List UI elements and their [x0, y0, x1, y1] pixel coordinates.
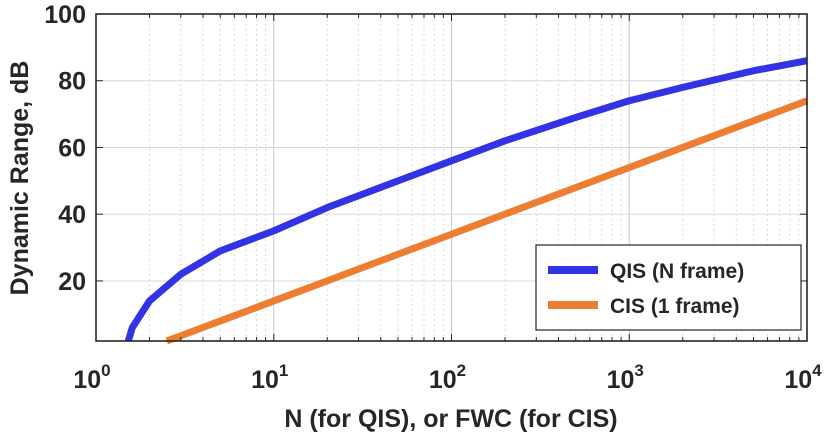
x-tick-label: 103 — [607, 361, 644, 394]
y-tick-label: 80 — [58, 68, 86, 96]
series-line-qis — [124, 57, 808, 342]
legend: QIS (N frame) CIS (1 frame) — [535, 244, 802, 331]
y-tick-label: 40 — [58, 201, 86, 229]
x-tick-exponent: 2 — [457, 361, 466, 380]
x-tick-exponent: 3 — [634, 361, 643, 380]
legend-label-cis: CIS (1 frame) — [610, 295, 740, 318]
series-lines — [124, 57, 809, 345]
series-line-cis — [165, 97, 809, 345]
legend-box — [535, 244, 802, 331]
x-tick-label: 101 — [251, 361, 288, 394]
y-tick-label: 60 — [58, 134, 86, 162]
x-axis-label: N (for QIS), or FWC (for CIS) — [284, 405, 617, 433]
x-tick-label: 100 — [73, 361, 110, 394]
x-tick-exponent: 1 — [279, 361, 288, 380]
x-tick-exponent: 4 — [812, 361, 822, 380]
y-axis-label: Dynamic Range, dB — [6, 61, 34, 296]
legend-label-qis: QIS (N frame) — [610, 260, 744, 283]
y-tick-label: 20 — [58, 268, 86, 296]
y-tick-label: 100 — [44, 1, 86, 29]
x-tick-label: 104 — [784, 361, 822, 394]
x-tick-exponent: 0 — [101, 361, 110, 380]
x-tick-label: 102 — [429, 361, 466, 394]
